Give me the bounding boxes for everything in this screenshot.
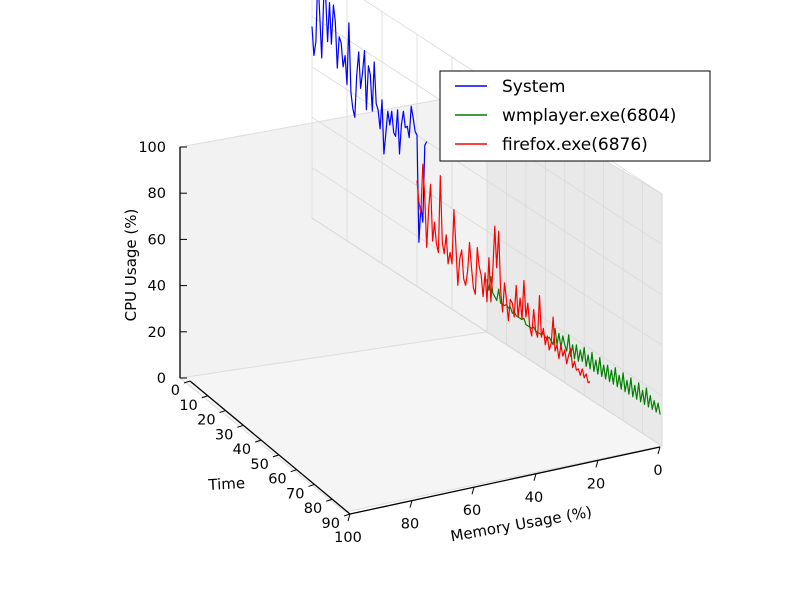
z-tick-label: 60 — [148, 232, 166, 248]
x-tick-label: 0 — [653, 463, 662, 479]
x-tick-mark — [657, 446, 661, 455]
y-tick-mark — [183, 380, 191, 384]
y-tick-label: 20 — [197, 413, 215, 429]
x-tick-label: 60 — [463, 503, 481, 519]
y-axis-title: Time — [207, 474, 246, 494]
axis-lines — [179, 147, 661, 515]
y-tick-mark — [290, 469, 297, 473]
z-tick-label: 100 — [138, 140, 166, 156]
y-tick-label: 50 — [250, 457, 268, 473]
y-tick-mark — [308, 483, 315, 487]
y-tick-label: 70 — [286, 486, 304, 502]
x-tick-label: 20 — [587, 476, 605, 492]
z-tick-label: 40 — [148, 279, 166, 295]
y-tick-label: 80 — [304, 501, 322, 517]
grid-line-cpu — [311, 116, 663, 346]
y-tick-mark — [326, 498, 333, 502]
z-tick-label: 20 — [148, 325, 166, 341]
axis-panes — [178, 90, 664, 513]
grid-line-cpu — [311, 66, 663, 296]
tick-labels: 0204060801000102030405060708090020406080… — [138, 140, 662, 546]
x-axis-line — [349, 446, 661, 515]
legend-label-system: System — [502, 77, 565, 97]
y-tick-label: 90 — [322, 516, 340, 532]
y-tick-label: 30 — [215, 427, 233, 443]
y-tick-label: 40 — [233, 442, 251, 458]
legend-label-firefox: firefox.exe(6876) — [502, 135, 648, 155]
y-axis-line — [189, 380, 351, 515]
series-line-firefox — [416, 163, 591, 384]
x-tick-mark — [409, 500, 413, 508]
y-tick-mark — [254, 439, 262, 443]
legend-label-wmplayer: wmplayer.exe(6804) — [502, 106, 676, 126]
x-tick-label: 40 — [525, 490, 543, 506]
series-line-wmplayer — [486, 276, 661, 415]
y-tick-label: 10 — [179, 398, 197, 414]
y-tick-label: 0 — [171, 383, 180, 399]
y-tick-mark — [343, 513, 351, 517]
grid-line-cpu — [311, 217, 663, 447]
x-tick-mark — [533, 473, 537, 481]
z-axis-title: CPU Usage (%) — [122, 209, 140, 322]
x-tick-label: 100 — [334, 530, 362, 546]
z-tick-label: 80 — [148, 186, 166, 202]
y-tick-mark — [237, 424, 244, 428]
x-tick-label: 80 — [401, 517, 419, 533]
legend: System wmplayer.exe(6804) firefox.exe(68… — [439, 70, 711, 162]
x-tick-mark — [595, 460, 599, 468]
y-tick-mark — [201, 395, 208, 399]
y-tick-label: 60 — [268, 472, 286, 488]
z-tick-label: 0 — [157, 371, 166, 387]
series-lines — [311, 0, 661, 415]
tick-marks — [180, 146, 661, 522]
y-tick-mark — [219, 410, 226, 414]
x-tick-mark — [347, 513, 351, 522]
y-tick-mark — [272, 454, 280, 458]
grid-lines — [311, 0, 663, 447]
series-line-system — [311, 0, 428, 243]
x-tick-mark — [471, 487, 475, 495]
